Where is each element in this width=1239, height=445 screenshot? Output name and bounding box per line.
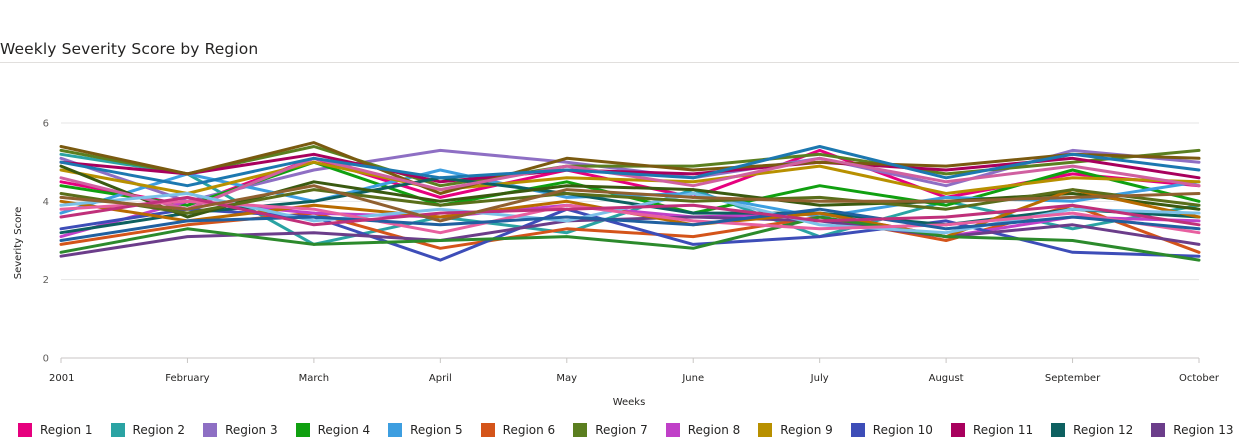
x-tick-label: April [429, 373, 452, 384]
legend-label: Region 11 [972, 423, 1034, 437]
legend-label: Region 4 [317, 423, 371, 437]
legend-label: Region 10 [872, 423, 933, 437]
legend-label: Region 12 [1073, 423, 1134, 437]
x-tick-label: September [1045, 373, 1101, 384]
legend-item[interactable]: Region 3 [203, 423, 278, 437]
legend-swatch [388, 423, 403, 437]
legend-swatch [1051, 423, 1066, 437]
legend-label: Region 3 [225, 423, 278, 437]
legend-swatch [18, 423, 32, 437]
legend-item[interactable]: Region 13 [1151, 423, 1233, 437]
chart-title: Weekly Severity Score by Region [0, 40, 259, 58]
y-tick-label: 0 [43, 354, 49, 365]
x-axis-label: Weeks [613, 397, 646, 408]
legend-swatch [110, 423, 125, 437]
legend-swatch [480, 423, 495, 437]
x-tick-label: August [929, 373, 964, 384]
series-line-14[interactable] [59, 164, 1201, 219]
series-line-22[interactable] [59, 207, 1201, 242]
series-lines [59, 141, 1201, 262]
series-line-7[interactable] [59, 145, 1201, 188]
x-tick-label: February [165, 373, 209, 384]
x-tick-label: March [299, 373, 329, 384]
series-line-23[interactable] [59, 145, 1201, 188]
legend-item[interactable]: Region 9 [758, 423, 833, 437]
legend-swatch [295, 423, 310, 437]
legend-swatch [665, 423, 680, 437]
y-tick-label: 6 [43, 119, 49, 130]
legend-label: Region 2 [132, 423, 186, 437]
legend-swatch [850, 423, 865, 437]
legend-swatch [950, 423, 965, 437]
series-line-13[interactable] [59, 215, 1201, 258]
y-axis-ticks: 0 2 4 6 [43, 119, 49, 365]
x-tick-label: October [1179, 373, 1220, 384]
legend-item[interactable]: Region 4 [295, 423, 371, 437]
legend-swatch [203, 423, 218, 437]
legend-item[interactable]: Region 8 [665, 423, 741, 437]
x-tick-label: May [556, 373, 577, 384]
legend-label: Region 1 [40, 423, 93, 437]
legend-item[interactable]: Region 6 [480, 423, 556, 437]
x-axis-ticks: 2001 February March April May June July August S… [49, 358, 1220, 384]
legend-label: Region 8 [687, 423, 741, 437]
series-line-24[interactable] [59, 195, 1201, 227]
series-line-25[interactable] [59, 184, 1201, 223]
title-divider [0, 62, 1239, 63]
legend-label: Region 7 [595, 423, 648, 437]
legend-item[interactable]: Region 10 [850, 423, 933, 437]
legend-label: Region 13 [1173, 423, 1234, 437]
legend-label: Region 9 [780, 423, 833, 437]
series-line-20[interactable] [59, 199, 1201, 235]
x-tick-label: 2001 [49, 373, 74, 384]
series-line-17[interactable] [59, 156, 1201, 211]
legend-label: Region 6 [502, 423, 556, 437]
legend-label: Region 5 [410, 423, 463, 437]
series-line-15[interactable] [59, 141, 1201, 195]
legend-item[interactable]: Region 1 [18, 423, 93, 437]
y-axis-label: Severity Score [13, 207, 24, 280]
legend-swatch [573, 423, 588, 437]
series-line-9[interactable] [59, 160, 1201, 195]
legend-item[interactable]: Region 11 [950, 423, 1034, 437]
x-tick-label: June [681, 373, 704, 384]
legend-item[interactable]: Region 5 [388, 423, 463, 437]
legend-item[interactable]: Region 12 [1051, 423, 1133, 437]
y-tick-label: 4 [43, 197, 49, 208]
legend-swatch [758, 423, 773, 437]
series-line-11[interactable] [59, 152, 1201, 184]
legend-item[interactable]: Region 7 [573, 423, 648, 437]
legend-item[interactable]: Region 2 [110, 423, 186, 437]
x-tick-label: July [810, 373, 829, 384]
line-chart: 0 2 4 6 2001 February March April May June July Au… [13, 119, 1220, 409]
legend-swatch [1151, 423, 1166, 437]
series-line-18[interactable] [59, 215, 1201, 262]
y-tick-label: 2 [43, 275, 49, 286]
legend: Region 1 Region 2 Region 3 Region 4 Region 5… [18, 420, 1239, 440]
